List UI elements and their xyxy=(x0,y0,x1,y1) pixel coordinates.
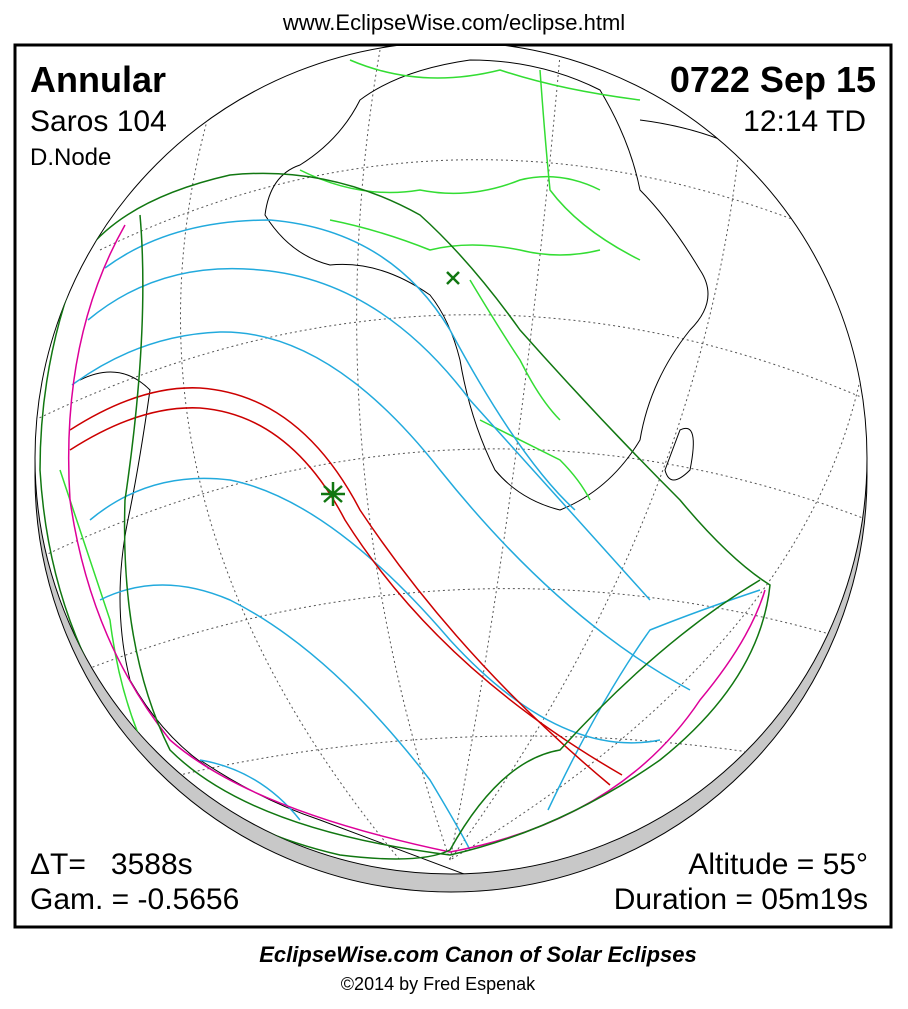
saros: Saros 104 xyxy=(30,105,167,138)
url: www.EclipseWise.com/eclipse.html xyxy=(282,10,625,35)
gamma: Gam. = -0.5656 xyxy=(30,883,239,916)
rise-set-curve xyxy=(39,172,771,860)
max-eclipse-point xyxy=(321,271,460,506)
date: 0722 Sep 15 xyxy=(670,59,876,100)
penumbral-edge xyxy=(67,224,766,853)
time: 12:14 TD xyxy=(743,105,866,138)
central-path xyxy=(69,387,623,786)
node: D.Node xyxy=(30,144,111,171)
delta-t: ΔT= 3588s xyxy=(30,848,193,881)
graticule xyxy=(35,49,867,861)
duration: Duration = 05m19s xyxy=(614,883,868,916)
eclipse-type: Annular xyxy=(30,59,166,100)
borders xyxy=(59,59,641,761)
globe xyxy=(34,46,868,893)
umbral-limits xyxy=(71,219,761,851)
footer-title: EclipseWise.com Canon of Solar Eclipses xyxy=(259,942,697,967)
copyright: ©2014 by Fred Espenak xyxy=(341,974,536,994)
altitude: Altitude = 55° xyxy=(688,848,868,881)
